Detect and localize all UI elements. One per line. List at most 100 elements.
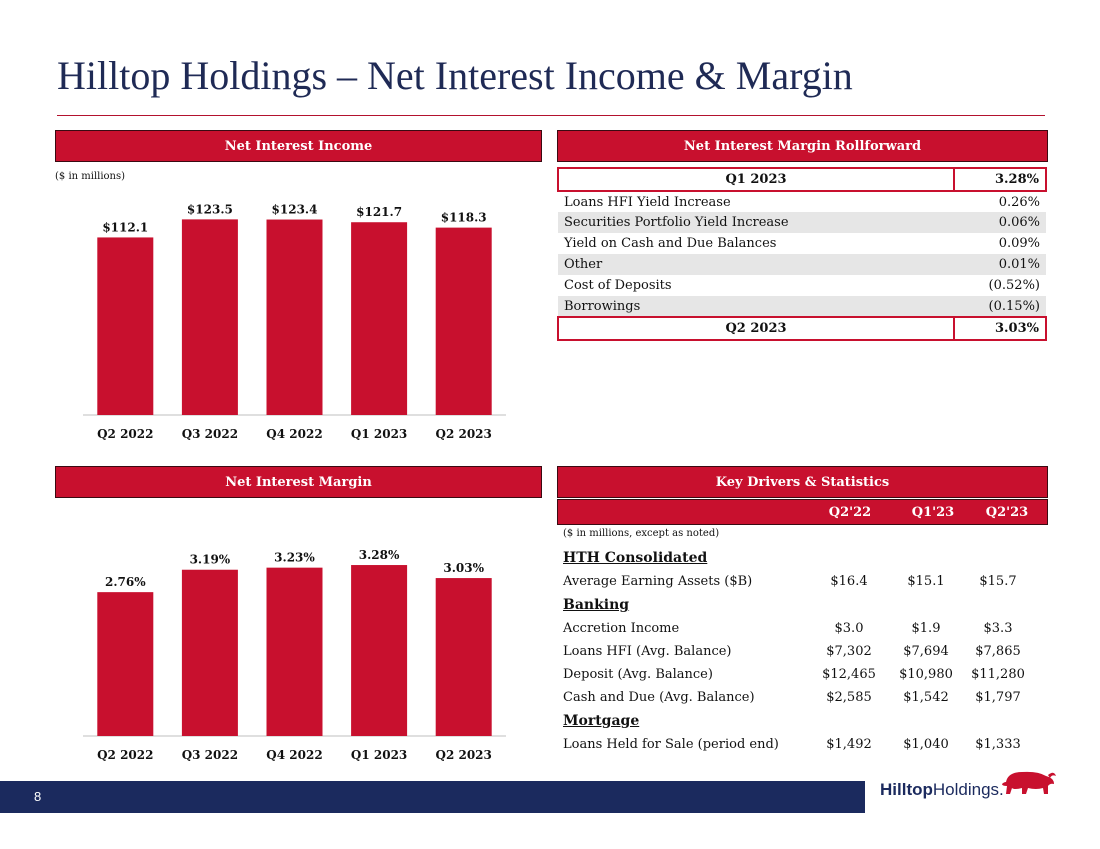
column-header: Q2'22: [828, 505, 872, 520]
bar-q3-2022: [181, 219, 238, 415]
rollforward-label: Cost of Deposits: [564, 278, 672, 293]
section-label: HTH Consolidated: [563, 550, 708, 566]
cell-value: $15.7: [979, 574, 1017, 589]
table-row: Yield on Cash and Due Balances 0.09%: [558, 233, 1046, 254]
bar-q3-2022: [181, 569, 238, 736]
row-label: Cash and Due (Avg. Balance): [563, 690, 755, 705]
cell-value: $1,797: [975, 690, 1021, 705]
x-tick-label: Q1 2023: [351, 427, 407, 441]
data-label: 2.76%: [105, 575, 146, 589]
cell-value: $16.4: [830, 574, 868, 589]
row-label: Average Earning Assets ($B): [563, 574, 753, 589]
table-row: Loans HFI Yield Increase 0.26%: [558, 191, 1046, 212]
rollforward-label: Yield on Cash and Due Balances: [564, 236, 777, 251]
cell-value: $1,333: [975, 737, 1021, 752]
data-label: 3.28%: [359, 548, 400, 562]
footer-bar: 8: [0, 781, 865, 813]
data-label: 3.03%: [443, 561, 484, 575]
table-row: Borrowings (0.15%): [558, 296, 1046, 317]
bar-q2-2022: [97, 592, 154, 736]
key-drivers-panel-header: Key Drivers & Statistics: [557, 466, 1048, 498]
x-tick-label: Q2 2022: [97, 748, 153, 762]
bar-q1-2023: [351, 565, 408, 736]
x-tick-label: Q4 2022: [266, 427, 322, 441]
column-header: Q2'23: [985, 505, 1029, 520]
data-label: $123.5: [187, 202, 233, 216]
bar-q2-2023: [435, 227, 492, 415]
table-row: Other 0.01%: [558, 254, 1046, 275]
x-tick-label: Q2 2022: [97, 427, 153, 441]
rollforward-value: 0.09%: [998, 236, 1040, 251]
cell-value: $3.3: [983, 621, 1013, 636]
rollforward-label: Loans HFI Yield Increase: [564, 194, 731, 210]
nii-panel-header: Net Interest Income: [55, 130, 542, 162]
rollforward-start-row: Q1 2023 3.28%: [557, 167, 1047, 192]
x-tick-label: Q1 2023: [351, 748, 407, 762]
rollforward-end-label: Q2 2023: [557, 316, 955, 341]
table-row: Deposit (Avg. Balance) $12,465 $10,980 $…: [563, 664, 1043, 687]
rollforward-table: Q1 2023 3.28% Loans HFI Yield Increase 0…: [557, 167, 1047, 341]
page-number: 8: [34, 789, 42, 804]
cell-value: $7,302: [826, 644, 872, 659]
rollforward-label: Securities Portfolio Yield Increase: [558, 212, 954, 233]
data-label: $118.3: [441, 211, 487, 225]
rollforward-value: 0.01%: [954, 254, 1046, 275]
cell-value: $11,280: [971, 667, 1025, 682]
data-label: 3.23%: [274, 551, 315, 565]
company-logo: HilltopHoldings.: [880, 771, 1056, 800]
key-drivers-column-header: Q2'22 Q1'23 Q2'23: [557, 499, 1048, 525]
rollforward-value: (0.15%): [954, 296, 1046, 317]
table-row: Accretion Income $3.0 $1.9 $3.3: [563, 618, 1043, 641]
x-tick-label: Q4 2022: [266, 748, 322, 762]
key-drivers-units-note: ($ in millions, except as noted): [563, 528, 720, 539]
rollforward-start-label: Q1 2023: [557, 167, 955, 192]
rollforward-panel-header: Net Interest Margin Rollforward: [557, 130, 1048, 162]
rollforward-value: 0.26%: [998, 194, 1040, 210]
column-header: Q1'23: [911, 505, 955, 520]
section-label: Mortgage: [563, 713, 640, 729]
rollforward-label: Borrowings: [558, 296, 954, 317]
cell-value: $15.1: [907, 574, 945, 589]
rollforward-value: 0.06%: [954, 212, 1046, 233]
data-label: $121.7: [356, 205, 402, 219]
table-row: Securities Portfolio Yield Increase 0.06…: [558, 212, 1046, 233]
rollforward-end-value: 3.03%: [953, 316, 1047, 341]
row-label: Accretion Income: [563, 621, 680, 636]
cell-value: $1,040: [903, 737, 949, 752]
data-label: 3.19%: [190, 553, 231, 567]
cell-value: $3.0: [834, 621, 864, 636]
table-row: Loans Held for Sale (period end) $1,492 …: [563, 734, 1043, 757]
rollforward-label: Other: [558, 254, 954, 275]
section-heading: Mortgage: [563, 710, 1043, 733]
section-heading: Banking: [563, 594, 1043, 617]
bar-q2-2022: [97, 237, 154, 415]
table-row: Cash and Due (Avg. Balance) $2,585 $1,54…: [563, 687, 1043, 710]
bar-q2-2023: [435, 578, 492, 736]
table-row: Average Earning Assets ($B) $16.4 $15.1 …: [563, 571, 1043, 594]
page-title: Hilltop Holdings – Net Interest Income &…: [57, 53, 853, 98]
bar-q4-2022: [266, 567, 323, 736]
rollforward-start-value: 3.28%: [953, 167, 1047, 192]
cell-value: $1,492: [826, 737, 872, 752]
table-row: Loans HFI (Avg. Balance) $7,302 $7,694 $…: [563, 641, 1043, 664]
nii-units-note: ($ in millions): [55, 171, 126, 182]
cell-value: $12,465: [822, 667, 876, 682]
section-label: Banking: [563, 597, 630, 613]
title-divider: [57, 115, 1045, 116]
row-label: Loans Held for Sale (period end): [563, 737, 779, 752]
cell-value: $7,865: [975, 644, 1021, 659]
x-tick-label: Q2 2023: [436, 748, 492, 762]
logo-text-regular: Holdings.: [932, 780, 1004, 799]
cell-value: $1.9: [911, 621, 941, 636]
bison-icon: [1002, 771, 1056, 794]
x-tick-label: Q3 2022: [182, 748, 238, 762]
rollforward-value: (0.52%): [988, 278, 1040, 293]
row-label: Loans HFI (Avg. Balance): [563, 644, 732, 659]
x-tick-label: Q3 2022: [182, 427, 238, 441]
rollforward-end-row: Q2 2023 3.03%: [557, 316, 1047, 341]
x-tick-label: Q2 2023: [436, 427, 492, 441]
cell-value: $7,694: [903, 644, 949, 659]
data-label: $112.1: [102, 220, 148, 234]
